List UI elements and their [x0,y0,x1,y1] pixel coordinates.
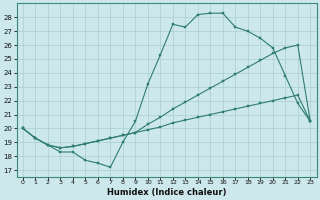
X-axis label: Humidex (Indice chaleur): Humidex (Indice chaleur) [107,188,226,197]
